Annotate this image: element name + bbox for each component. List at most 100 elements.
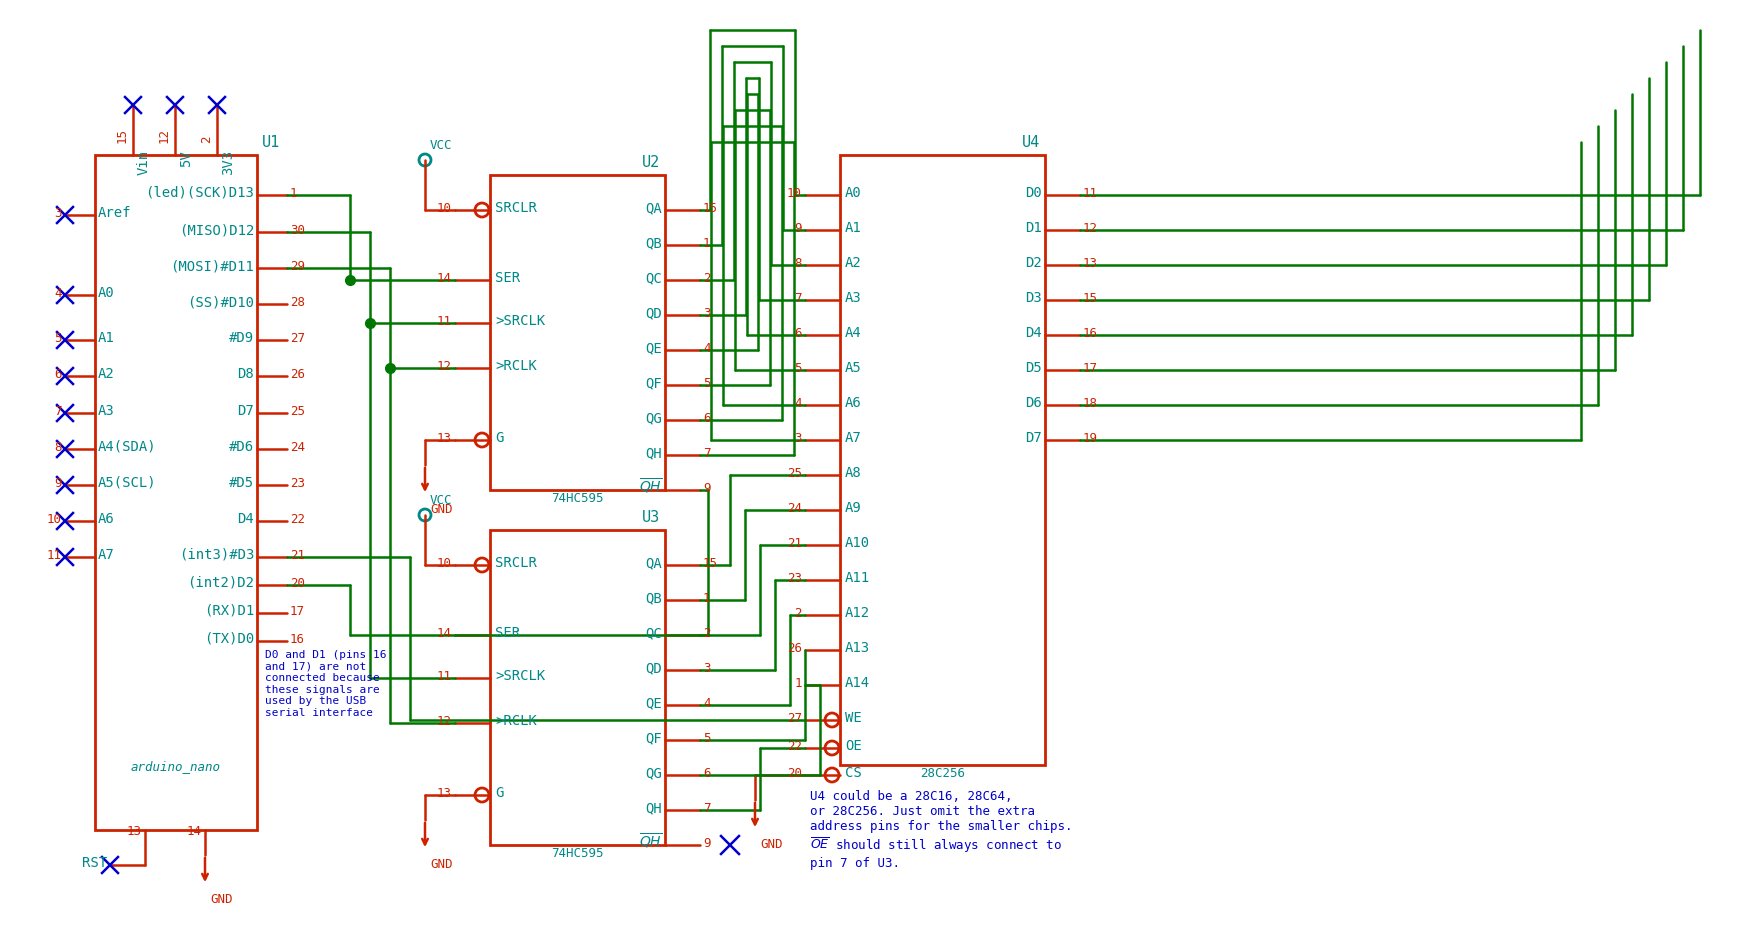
Text: 11: 11 [1083, 187, 1099, 200]
Text: A8: A8 [846, 466, 862, 480]
Text: QH: QH [645, 801, 663, 815]
Text: RST: RST [82, 856, 106, 870]
Text: VCC: VCC [431, 494, 452, 507]
Text: OE: OE [846, 739, 862, 753]
Text: A5: A5 [846, 361, 862, 375]
Text: A3: A3 [98, 404, 115, 418]
Text: D4: D4 [237, 512, 255, 526]
Text: 12: 12 [1083, 222, 1099, 235]
Text: 24: 24 [290, 441, 305, 454]
Text: #D6: #D6 [228, 440, 255, 454]
Text: A9: A9 [846, 501, 862, 515]
Text: A2: A2 [846, 256, 862, 270]
Text: SER: SER [495, 626, 520, 640]
Text: A5(SCL): A5(SCL) [98, 476, 157, 490]
Text: 8: 8 [54, 441, 63, 454]
Text: D4: D4 [1025, 326, 1041, 340]
Text: 7: 7 [795, 292, 802, 305]
Text: D6: D6 [1025, 396, 1041, 410]
Text: D5: D5 [1025, 361, 1041, 375]
Text: 10: 10 [438, 557, 452, 570]
Text: QG: QG [645, 411, 663, 425]
Text: (TX)D0: (TX)D0 [204, 632, 255, 646]
Text: 1: 1 [703, 237, 710, 250]
Text: 27: 27 [290, 332, 305, 345]
Text: 11: 11 [438, 315, 452, 328]
Text: QB: QB [645, 591, 663, 605]
Text: >SRCLK: >SRCLK [495, 669, 546, 683]
Text: 2: 2 [703, 627, 710, 640]
Text: #D5: #D5 [228, 476, 255, 490]
Text: 1: 1 [795, 677, 802, 690]
Text: arduino_nano: arduino_nano [131, 760, 221, 773]
Text: 8: 8 [795, 257, 802, 270]
Text: U4: U4 [1022, 135, 1039, 150]
Text: D2: D2 [1025, 256, 1041, 270]
Text: 20: 20 [290, 577, 305, 590]
Text: QA: QA [645, 201, 663, 215]
Text: A1: A1 [846, 221, 862, 235]
Text: 7: 7 [703, 802, 710, 815]
Text: D7: D7 [1025, 431, 1041, 445]
Text: A11: A11 [846, 571, 870, 585]
Text: 28C256: 28C256 [921, 767, 964, 780]
Text: D3: D3 [1025, 291, 1041, 305]
Text: (int2)D2: (int2)D2 [187, 576, 255, 590]
Text: U1: U1 [262, 135, 281, 150]
Text: A7: A7 [846, 431, 862, 445]
Text: 11: 11 [47, 549, 63, 562]
Text: 4: 4 [703, 697, 710, 710]
Text: 15: 15 [1083, 292, 1099, 305]
Text: QD: QD [645, 306, 663, 320]
Text: D0 and D1 (pins 16
and 17) are not
connected because
these signals are
used by t: D0 and D1 (pins 16 and 17) are not conne… [265, 650, 387, 718]
Text: 3: 3 [703, 662, 710, 675]
Text: 15: 15 [703, 202, 719, 215]
Text: 28: 28 [290, 296, 305, 309]
Text: 3V3: 3V3 [221, 150, 235, 175]
Text: 14: 14 [438, 272, 452, 285]
Text: Aref: Aref [98, 206, 131, 220]
Text: 9: 9 [703, 482, 710, 495]
Text: QG: QG [645, 766, 663, 780]
Text: 26: 26 [787, 642, 802, 655]
Text: $\overline{QH}$: $\overline{QH}$ [638, 831, 663, 851]
Bar [94, 155, 256, 830]
Text: 25: 25 [290, 405, 305, 418]
Text: WE: WE [846, 711, 862, 725]
Text: 13: 13 [438, 432, 452, 445]
Text: 27: 27 [787, 712, 802, 725]
Text: A10: A10 [846, 536, 870, 550]
Text: A4(SDA): A4(SDA) [98, 440, 157, 454]
Text: 12: 12 [438, 360, 452, 373]
Text: 22: 22 [290, 513, 305, 526]
Bar [490, 175, 664, 490]
Text: VCC: VCC [431, 139, 452, 152]
Text: 9: 9 [795, 222, 802, 235]
Text: 22: 22 [787, 740, 802, 753]
Text: QC: QC [645, 271, 663, 285]
Text: D8: D8 [237, 367, 255, 381]
Text: Vin: Vin [138, 150, 152, 175]
Text: 14: 14 [187, 825, 202, 838]
Text: SER: SER [495, 271, 520, 285]
Text: D7: D7 [237, 404, 255, 418]
Text: 74HC595: 74HC595 [551, 847, 603, 860]
Text: 3: 3 [54, 207, 63, 220]
Text: A0: A0 [98, 286, 115, 300]
Text: (SS)#D10: (SS)#D10 [187, 295, 255, 309]
Text: 21: 21 [787, 537, 802, 550]
Text: 3: 3 [703, 307, 710, 320]
Text: A6: A6 [98, 512, 115, 526]
Text: #D9: #D9 [228, 331, 255, 345]
Text: 23: 23 [787, 572, 802, 585]
Text: A7: A7 [98, 548, 115, 562]
Text: (int3)#D3: (int3)#D3 [178, 548, 255, 562]
Text: 6: 6 [54, 368, 63, 381]
Text: G: G [495, 431, 504, 445]
Text: 9: 9 [703, 837, 710, 850]
Text: QH: QH [645, 446, 663, 460]
Text: 1: 1 [290, 187, 298, 200]
Text: 15: 15 [703, 557, 719, 570]
Text: QB: QB [645, 236, 663, 250]
Text: A14: A14 [846, 676, 870, 690]
